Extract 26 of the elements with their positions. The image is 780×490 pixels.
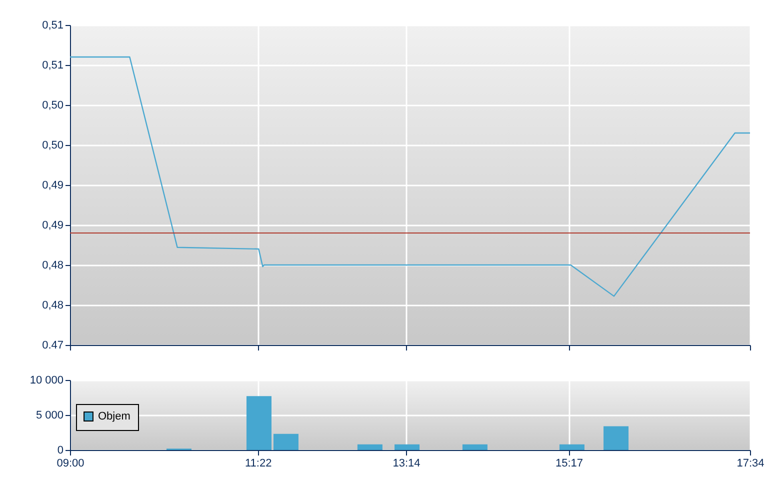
bar [394,444,420,450]
y-tick-label: 0,50 [42,100,64,112]
y-tick-label: 0 [57,444,64,456]
x-tick-label: 11:22 [244,458,272,470]
x-tick-label: 17:34 [736,458,764,470]
legend-label: Objem [98,410,130,422]
y-tick-label: 0,48 [42,260,64,272]
y-tick-label: 0,48 [42,300,64,312]
y-tick-label: 0,49 [42,220,64,232]
bar [604,426,629,450]
x-tick-label: 15:17 [555,458,583,470]
bar [462,444,488,450]
y-tick-label: 0,51 [42,20,64,32]
x-tick-label: 13:14 [392,458,420,470]
y-tick-label: 0,49 [42,180,64,192]
x-tick-label: 09:00 [56,458,84,470]
line-series [70,56,750,297]
y-tick-label: 0,51 [42,60,64,72]
y-tick-label: 5 000 [36,410,64,422]
y-tick-label: 10 000 [30,374,64,386]
bar [246,396,272,450]
bar [357,444,382,450]
bar [273,434,298,450]
bar [559,444,584,450]
y-tick-label: 0.47 [42,340,64,352]
y-tick-label: 0,50 [42,140,64,152]
